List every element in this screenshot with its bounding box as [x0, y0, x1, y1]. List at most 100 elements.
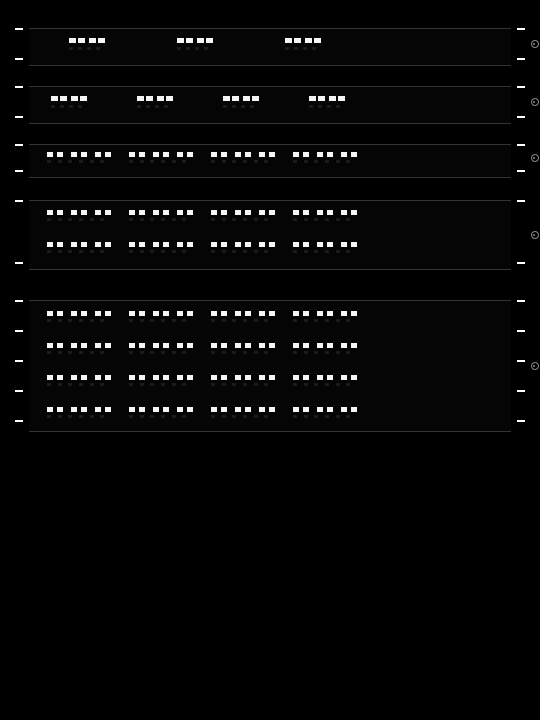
port [95, 152, 101, 157]
port-bank [293, 242, 357, 247]
port [71, 343, 77, 348]
port-bank [129, 311, 193, 316]
port [259, 210, 265, 215]
port [139, 242, 145, 247]
port [47, 343, 53, 348]
port-label-row [211, 160, 275, 163]
rail-mark [15, 300, 23, 302]
port-bank [293, 311, 357, 316]
rail-mark [517, 170, 525, 172]
port [245, 343, 251, 348]
port [317, 152, 323, 157]
unit-ring-icon [531, 40, 539, 48]
rail-mark [15, 420, 23, 422]
port [177, 242, 183, 247]
port-label-row [47, 351, 111, 354]
port-label-row [293, 218, 357, 221]
port [57, 242, 63, 247]
port [317, 210, 323, 215]
port-bank [51, 96, 87, 101]
port-label-row [211, 415, 275, 418]
port [211, 152, 217, 157]
port [235, 375, 241, 380]
port [153, 210, 159, 215]
rail-mark [15, 116, 23, 118]
port [314, 38, 321, 43]
port [139, 343, 145, 348]
port [81, 210, 87, 215]
port [221, 407, 227, 412]
port-bank [47, 152, 111, 157]
port [269, 375, 275, 380]
rail-mark [15, 390, 23, 392]
rail-mark [517, 58, 525, 60]
port [177, 311, 183, 316]
port [351, 242, 357, 247]
port [327, 152, 333, 157]
port-label-row [211, 319, 275, 322]
port [293, 375, 299, 380]
port [129, 210, 135, 215]
port [69, 38, 76, 43]
port [221, 311, 227, 316]
port-label-row [47, 415, 111, 418]
port [303, 242, 309, 247]
rail-mark [517, 262, 525, 264]
port [139, 407, 145, 412]
port [139, 311, 145, 316]
port-label-row [47, 250, 111, 253]
port [105, 375, 111, 380]
port [341, 242, 347, 247]
port [294, 38, 301, 43]
port [129, 343, 135, 348]
port [177, 343, 183, 348]
port [327, 210, 333, 215]
port-bank [293, 343, 357, 348]
rail-mark [517, 28, 525, 30]
port [245, 152, 251, 157]
port-bank [137, 96, 173, 101]
port [163, 210, 169, 215]
port [81, 242, 87, 247]
port-label-row [211, 351, 275, 354]
rail-mark [517, 330, 525, 332]
port-label-row [285, 47, 321, 50]
port-bank [309, 96, 345, 101]
port [245, 311, 251, 316]
port [305, 38, 312, 43]
rail-mark [15, 58, 23, 60]
port-bank [211, 242, 275, 247]
port [157, 96, 164, 101]
port [57, 375, 63, 380]
port [105, 242, 111, 247]
patch-panel [29, 300, 511, 432]
port-label-row [223, 105, 259, 108]
port [105, 210, 111, 215]
port [327, 375, 333, 380]
port [95, 242, 101, 247]
port-label-row [129, 250, 193, 253]
port-label-row [129, 383, 193, 386]
patch-panel [29, 28, 511, 66]
port [105, 152, 111, 157]
port [317, 343, 323, 348]
port [81, 375, 87, 380]
port [57, 152, 63, 157]
port [235, 407, 241, 412]
port [303, 152, 309, 157]
port [60, 96, 67, 101]
port [187, 375, 193, 380]
port-bank [211, 375, 275, 380]
unit-ring-icon [531, 154, 539, 162]
port [139, 210, 145, 215]
port [47, 375, 53, 380]
port-label-row [293, 319, 357, 322]
port [259, 343, 265, 348]
rail-mark [517, 116, 525, 118]
port [221, 242, 227, 247]
port [71, 311, 77, 316]
port [177, 210, 183, 215]
port [139, 375, 145, 380]
port [89, 38, 96, 43]
port [327, 407, 333, 412]
